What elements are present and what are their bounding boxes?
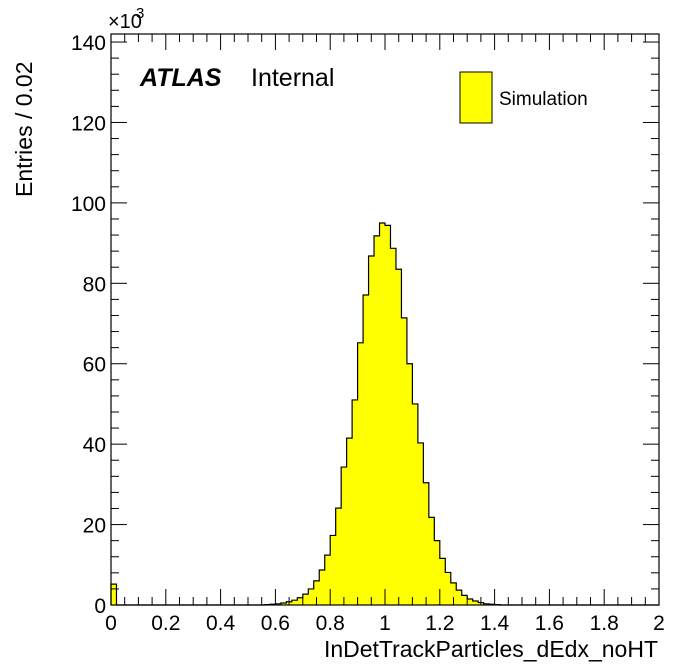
y-multiplier-exponent: 3 <box>136 5 144 22</box>
histogram-bin <box>450 582 457 605</box>
histogram-bin <box>401 317 408 605</box>
histogram-bin <box>379 222 386 605</box>
y-tick-label: 140 <box>71 32 106 55</box>
x-tick-label: 0 <box>105 612 117 635</box>
histogram-bin <box>352 399 358 605</box>
histogram-bin <box>324 555 331 605</box>
y-tick-label: 0 <box>94 595 106 618</box>
x-tick-label: 0.6 <box>261 612 290 635</box>
x-tick-label: 1.8 <box>590 612 619 635</box>
y-tick-label: 80 <box>83 273 106 296</box>
y-tick-label: 40 <box>83 434 106 457</box>
x-tick-label: 0.2 <box>151 612 180 635</box>
x-tick-label: 0.4 <box>206 612 236 635</box>
histogram-bin <box>291 600 298 605</box>
x-tick-label: 2 <box>653 612 665 635</box>
internal-label: Internal <box>251 64 334 92</box>
histogram-bin <box>357 342 364 605</box>
histogram-bin <box>368 255 375 606</box>
histogram-bin <box>412 403 419 605</box>
x-tick-label: 1.4 <box>480 612 510 635</box>
histogram-bin <box>111 584 117 605</box>
histogram-bin <box>275 603 282 605</box>
histogram-bin <box>346 438 353 605</box>
histogram-bin <box>417 442 424 605</box>
histogram-bin <box>467 598 473 605</box>
histogram-bin <box>302 594 309 605</box>
histogram-bin <box>406 363 413 605</box>
histogram-bin <box>313 580 320 605</box>
histogram-bin <box>445 572 452 605</box>
axis-ticks <box>110 34 660 606</box>
legend-swatch <box>459 71 493 124</box>
x-tick-labels: 0 0.2 0.4 0.6 0.8 1 1.2 1.4 1.6 1.8 2 <box>105 612 665 635</box>
y-tick-labels: 0 20 40 60 80 100 120 140 <box>71 32 106 618</box>
histogram-bin <box>390 248 397 605</box>
histogram-bin <box>374 235 380 605</box>
x-tick-label: 0.8 <box>316 612 345 635</box>
histogram-bin <box>363 294 369 605</box>
histogram-bin <box>456 590 463 605</box>
x-tick-label: 1.2 <box>425 612 454 635</box>
histogram-bin <box>297 597 304 605</box>
y-tick-label: 100 <box>71 193 106 216</box>
y-tick-label: 20 <box>83 515 106 538</box>
y-tick-label: 120 <box>71 112 106 135</box>
histogram-bin <box>434 540 441 605</box>
histogram-bin <box>461 595 468 605</box>
histogram-bin <box>439 558 446 605</box>
histogram-bin <box>472 600 479 605</box>
histogram-bin <box>330 535 336 605</box>
histogram-bin <box>335 508 342 605</box>
histogram-bin <box>423 482 430 605</box>
y-tick-label: 60 <box>83 354 106 377</box>
histogram-bars <box>111 222 501 606</box>
legend-label: Simulation <box>499 89 588 110</box>
histogram-bin <box>280 602 287 605</box>
histogram-bin <box>341 467 347 605</box>
histogram-bin <box>308 588 315 605</box>
x-tick-label: 1.6 <box>535 612 564 635</box>
y-multiplier: ×10 <box>108 11 142 33</box>
x-axis-title: InDetTrackParticles_dEdx_noHT <box>324 636 658 662</box>
histogram-bin <box>395 269 402 605</box>
histogram-bin <box>428 517 435 605</box>
y-axis-title: Entries / 0.02 <box>11 61 37 197</box>
atlas-label: ATLAS <box>139 64 222 92</box>
histogram-bin <box>319 570 326 605</box>
histogram-bin <box>483 603 490 605</box>
x-tick-label: 1 <box>379 612 391 635</box>
histogram-bin <box>385 225 391 605</box>
